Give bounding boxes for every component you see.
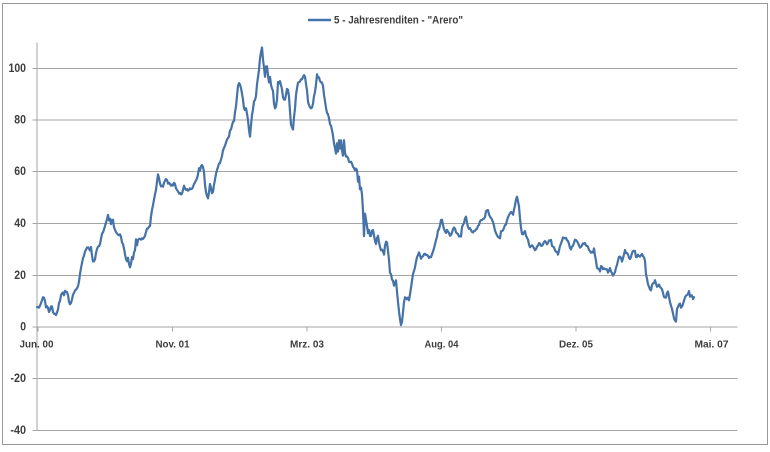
svg-text:-40: -40 (10, 425, 26, 437)
svg-text:Mai. 07: Mai. 07 (695, 338, 729, 350)
svg-text:-20: -20 (10, 373, 26, 385)
svg-text:0: 0 (20, 322, 26, 334)
svg-text:Nov. 01: Nov. 01 (156, 338, 190, 350)
svg-text:Dez. 05: Dez. 05 (559, 338, 593, 350)
svg-text:Aug. 04: Aug. 04 (425, 338, 459, 350)
svg-text:20: 20 (14, 270, 26, 282)
svg-text:40: 40 (14, 218, 26, 230)
svg-text:Jun. 00: Jun. 00 (20, 338, 54, 350)
svg-text:5 - Jahresrenditen - "Arero": 5 - Jahresrenditen - "Arero" (334, 14, 463, 26)
svg-text:Mrz. 03: Mrz. 03 (290, 338, 324, 350)
svg-text:100: 100 (9, 63, 27, 75)
svg-text:60: 60 (14, 166, 26, 178)
svg-text:80: 80 (14, 115, 26, 127)
